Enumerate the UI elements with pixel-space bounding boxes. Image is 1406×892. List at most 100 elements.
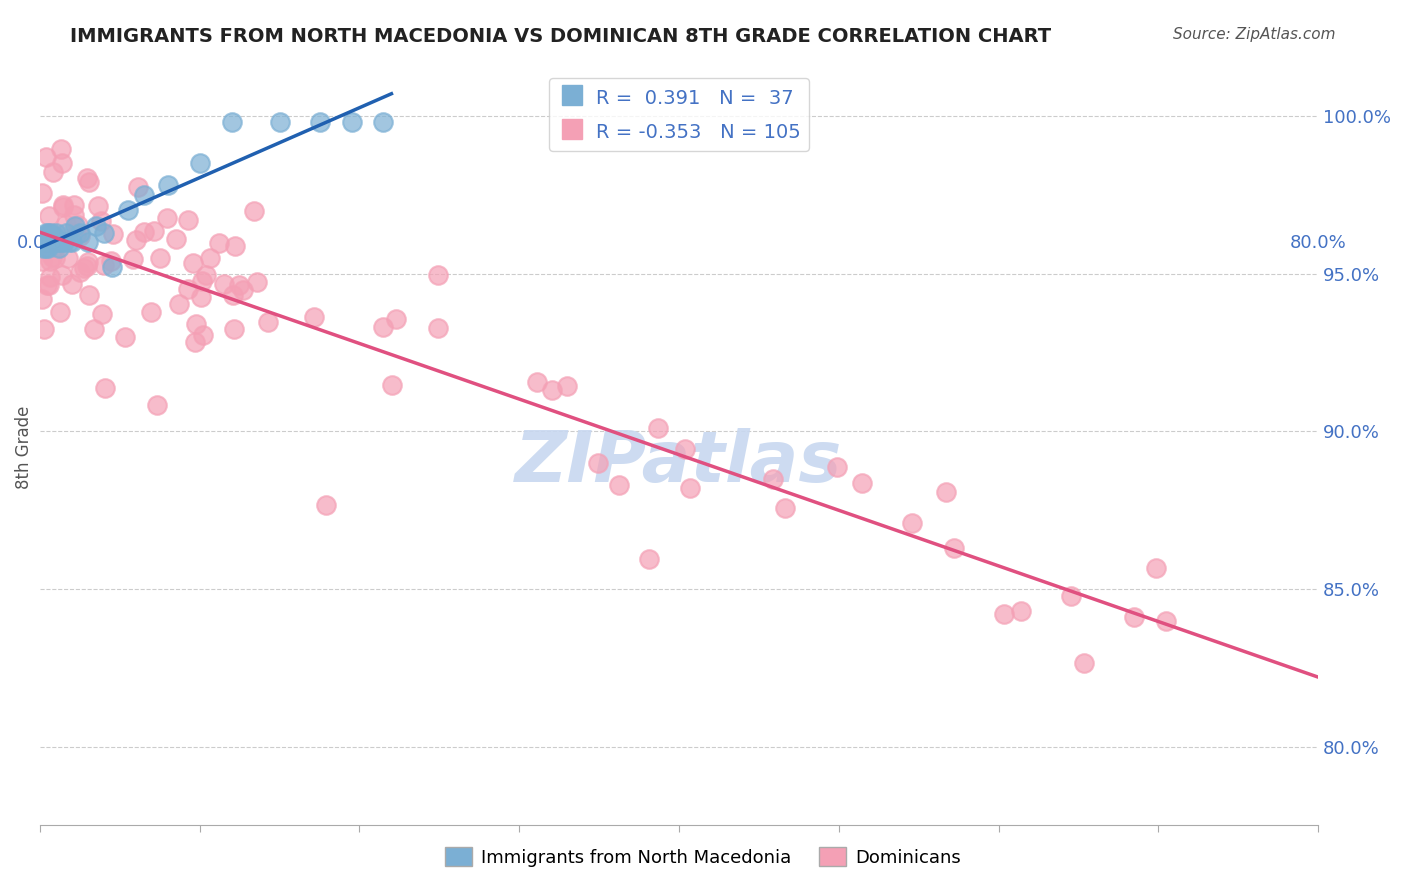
Point (35, 241, 58, 255)
Point (673, 442, 696, 457)
Point (224, 239, 246, 253)
Point (52, 198, 75, 212)
Point (49, 235, 72, 249)
Point (55, 226, 77, 240)
Point (1060, 590, 1083, 604)
Point (62, 208, 84, 222)
Point (38, 235, 60, 249)
Text: ZIPatlas: ZIPatlas (516, 427, 842, 497)
Point (39, 235, 62, 249)
Point (246, 275, 269, 289)
Legend: Immigrants from North Macedonia, Dominicans: Immigrants from North Macedonia, Dominic… (439, 840, 967, 874)
Point (121, 252, 143, 266)
Point (45, 235, 67, 249)
Point (101, 227, 124, 242)
Legend: R =  0.391   N =  37, R = -0.353   N = 105: R = 0.391 N = 37, R = -0.353 N = 105 (550, 78, 808, 151)
Point (176, 282, 198, 296)
Point (37, 226, 59, 240)
Point (184, 334, 207, 349)
Point (132, 187, 155, 202)
Point (773, 501, 796, 516)
Point (647, 420, 669, 434)
Point (32, 241, 55, 255)
Point (51, 156, 73, 170)
Point (191, 274, 214, 288)
Point (48, 305, 70, 319)
Point (49, 142, 72, 156)
Point (46, 235, 69, 249)
Point (93, 258, 115, 272)
Point (1010, 604, 1032, 618)
Point (139, 305, 162, 319)
Point (132, 225, 155, 239)
Point (825, 459, 848, 474)
Point (91, 307, 114, 321)
Point (208, 236, 231, 251)
Point (184, 318, 207, 332)
Point (77, 235, 100, 249)
Point (93, 226, 115, 240)
Point (198, 251, 221, 265)
Point (156, 211, 179, 226)
Point (942, 541, 965, 555)
Point (35, 150, 58, 164)
Point (77, 175, 100, 189)
Point (35, 277, 58, 292)
Point (222, 322, 245, 336)
Point (114, 330, 136, 344)
Point (257, 315, 280, 329)
Point (851, 476, 873, 491)
Point (638, 552, 661, 566)
Text: IMMIGRANTS FROM NORTH MACEDONIA VS DOMINICAN 8TH GRADE CORRELATION CHART: IMMIGRANTS FROM NORTH MACEDONIA VS DOMIN… (70, 27, 1052, 45)
Point (45, 226, 67, 240)
Point (48, 241, 70, 255)
Point (39, 226, 62, 240)
Point (385, 312, 408, 326)
Point (31, 186, 53, 200)
Point (142, 224, 165, 238)
Point (146, 398, 169, 412)
Point (340, 115, 363, 129)
Point (269, 115, 291, 129)
Point (60, 277, 83, 292)
Point (526, 375, 548, 389)
Point (79, 288, 101, 302)
Point (149, 251, 172, 265)
Point (214, 277, 236, 291)
Point (52, 235, 75, 249)
Point (188, 156, 211, 170)
Point (900, 516, 922, 530)
Point (63, 219, 86, 234)
Point (58, 235, 80, 249)
Point (65, 228, 87, 243)
Point (41, 165, 63, 179)
Point (55, 218, 77, 232)
Point (84, 219, 107, 234)
Y-axis label: 8th Grade: 8th Grade (15, 405, 32, 489)
Text: 0.0%: 0.0% (17, 234, 63, 252)
Point (232, 283, 254, 297)
Point (427, 268, 450, 282)
Point (555, 379, 578, 393)
Point (302, 310, 325, 324)
Point (181, 256, 204, 270)
Text: Source: ZipAtlas.com: Source: ZipAtlas.com (1173, 27, 1336, 42)
Point (243, 204, 266, 219)
Point (607, 478, 630, 492)
Point (1073, 656, 1095, 670)
Point (38, 209, 60, 223)
Point (44, 251, 66, 265)
Point (90, 214, 112, 228)
Point (39, 270, 62, 285)
Point (156, 178, 179, 193)
Point (76, 259, 98, 273)
Point (195, 268, 218, 283)
Text: 80.0%: 80.0% (1289, 234, 1347, 252)
Point (993, 607, 1015, 622)
Point (124, 233, 146, 247)
Point (35, 226, 58, 240)
Point (167, 297, 190, 311)
Point (83, 322, 105, 336)
Point (373, 115, 395, 129)
Point (69, 226, 91, 240)
